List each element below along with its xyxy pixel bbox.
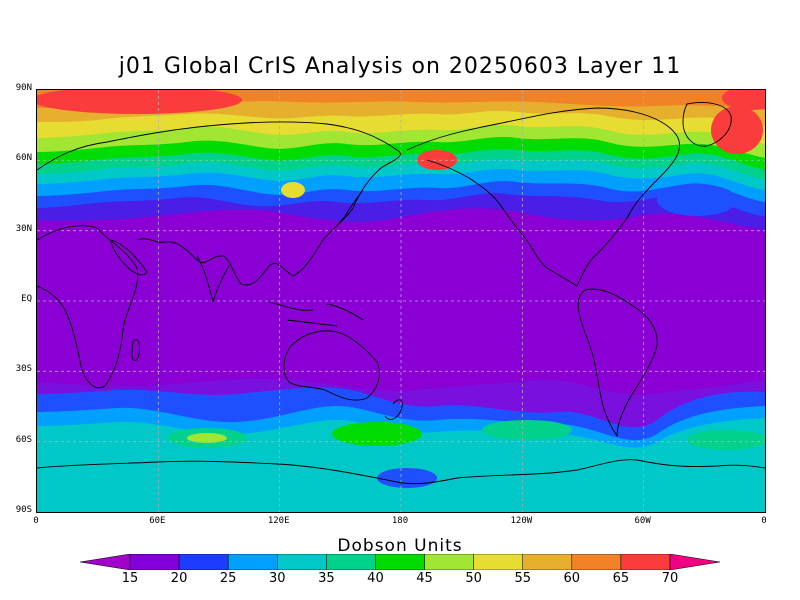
colorbar	[79, 553, 721, 574]
colorbar-segment	[473, 553, 523, 571]
lon-tick-label: 120E	[267, 516, 290, 526]
lon-tick-label: 120W	[510, 516, 533, 526]
ozone-map	[36, 89, 766, 513]
colorbar-segment	[375, 553, 425, 571]
lat-tick-label: 90S	[15, 505, 32, 515]
colorbar-segment	[129, 553, 180, 571]
coast-indonesia	[268, 301, 364, 327]
grid	[37, 90, 765, 512]
lat-tick-label: 90N	[15, 83, 32, 93]
lat-tick-label: 30N	[15, 223, 32, 234]
coast-africa	[37, 225, 139, 389]
colorbar-segment	[326, 553, 376, 571]
coast-japan	[336, 189, 364, 227]
lat-tick-label: 30S	[15, 364, 32, 375]
colorbar-tick-label: 35	[318, 571, 335, 586]
colorbar-tick-label: 50	[465, 571, 482, 586]
coast-south-america	[577, 288, 658, 437]
colorbar-tick-label: 65	[612, 571, 630, 586]
coast-nz	[384, 399, 403, 420]
sh-green-blob-3	[482, 420, 572, 440]
colorbar-segment	[424, 553, 474, 571]
sh-green-blob-2	[332, 422, 422, 446]
colorbar-tick-label: 15	[121, 571, 139, 586]
colorbar-tick-label: 60	[563, 571, 581, 586]
colorbar-title: Dobson Units	[337, 536, 463, 556]
coast-antarctica	[37, 459, 765, 485]
sh-blue-spot	[377, 468, 437, 488]
nh-yellow-spot	[281, 182, 305, 198]
coastlines	[37, 102, 765, 485]
nh-red-patch-east	[711, 106, 763, 154]
sh-green-blob-1-core	[187, 433, 227, 443]
coast-eurasia	[37, 121, 401, 286]
colorbar-over-triangle	[669, 553, 721, 571]
colorbar-tick-label: 45	[416, 571, 433, 586]
nh-red-patch-west	[37, 90, 242, 114]
colorbar-tick-label: 20	[170, 571, 188, 586]
lon-tick-label: 60E	[149, 516, 166, 526]
lon-tick-label: 180	[391, 516, 409, 526]
colorbar-svg	[79, 553, 721, 571]
colorbar-tick-label: 70	[661, 571, 679, 586]
map-title: j01 Global CrIS Analysis on 20250603 Lay…	[118, 54, 682, 79]
coast-greenland	[682, 102, 732, 147]
colorbar-segment	[620, 553, 671, 571]
lat-tick-label: EQ	[21, 294, 32, 304]
lon-tick-label: 0	[33, 516, 39, 526]
colorbar-segment	[178, 553, 229, 571]
lat-tick-label: 60N	[15, 153, 32, 164]
colorbar-segment	[227, 553, 278, 571]
lat-tick-label: 60S	[15, 434, 32, 445]
colorbar-tick-label: 25	[219, 571, 237, 586]
colorbar-tick-label: 40	[367, 571, 384, 586]
coast-madagascar	[131, 339, 140, 361]
coast-india	[196, 255, 230, 303]
coast-australia	[283, 330, 380, 401]
nh-blue-patch	[657, 184, 737, 216]
colorbar-tick-label: 55	[514, 571, 531, 586]
colorbar-segment	[277, 553, 327, 571]
colorbar-segment	[522, 553, 573, 571]
sh-green-blob-4	[687, 430, 765, 450]
colorbar-under-triangle	[79, 553, 131, 571]
colorbar-tick-label: 30	[268, 571, 286, 586]
colorbar-segment	[571, 553, 622, 571]
map-canvas	[37, 90, 765, 512]
coast-arabia	[110, 239, 148, 276]
nh-red-patch-pacific	[417, 150, 457, 170]
lon-tick-label: 60W	[634, 516, 651, 526]
coast-north-america	[406, 107, 680, 287]
lon-tick-label: 0	[761, 516, 767, 526]
nh-red-patch-north	[722, 90, 765, 110]
